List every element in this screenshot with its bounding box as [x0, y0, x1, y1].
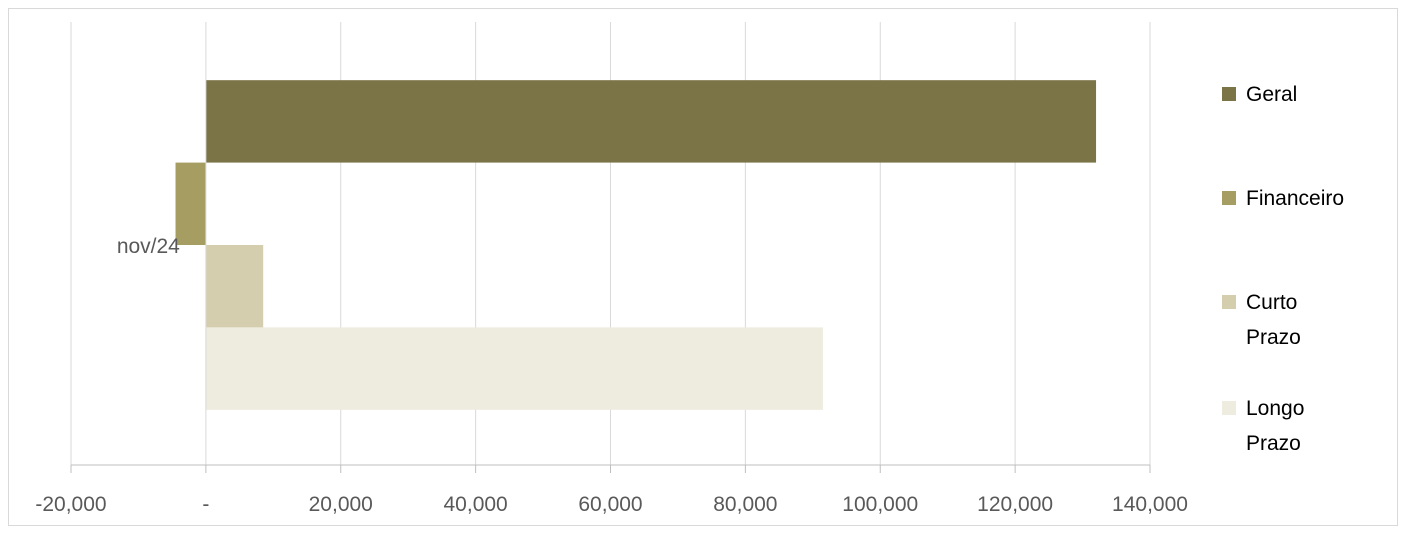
- legend-swatch: [1222, 295, 1236, 309]
- bar-geral: [205, 80, 1097, 163]
- category-labels: nov/24: [117, 235, 180, 258]
- bar-curto-prazo: [205, 245, 264, 328]
- bars: [175, 80, 1097, 410]
- category-label: nov/24: [117, 235, 180, 258]
- x-tick-label: 100,000: [842, 493, 918, 516]
- legend-swatch: [1222, 401, 1236, 415]
- x-tick-labels: -20,000-20,000 40,000 60,000 80,000 100,000 1…: [35, 493, 1188, 516]
- legend-label: Curto: [1246, 291, 1297, 314]
- x-tick-label: 20,000: [309, 493, 373, 516]
- legend-label: Financeiro: [1246, 187, 1344, 210]
- x-tick-label: 140,000: [1112, 493, 1188, 516]
- legend: Geral Financeiro Curto Prazo Longo Prazo: [1222, 83, 1344, 455]
- x-tick-label: 60,000: [578, 493, 642, 516]
- legend-label: Prazo: [1246, 432, 1301, 455]
- legend-swatch: [1222, 87, 1236, 101]
- legend-label: Longo: [1246, 397, 1304, 420]
- x-tick-label: 40,000: [444, 493, 508, 516]
- x-tick-label: 120,000: [977, 493, 1053, 516]
- x-tick-label: 80,000: [713, 493, 777, 516]
- x-tick-label: -20,000: [35, 493, 106, 516]
- x-tick-label: -: [202, 493, 209, 516]
- legend-swatch: [1222, 191, 1236, 205]
- legend-label: Prazo: [1246, 326, 1301, 349]
- bar-financeiro: [175, 162, 206, 245]
- legend-label: Geral: [1246, 83, 1297, 106]
- x-axis: [70, 22, 1151, 473]
- bar-longo-prazo: [205, 327, 823, 410]
